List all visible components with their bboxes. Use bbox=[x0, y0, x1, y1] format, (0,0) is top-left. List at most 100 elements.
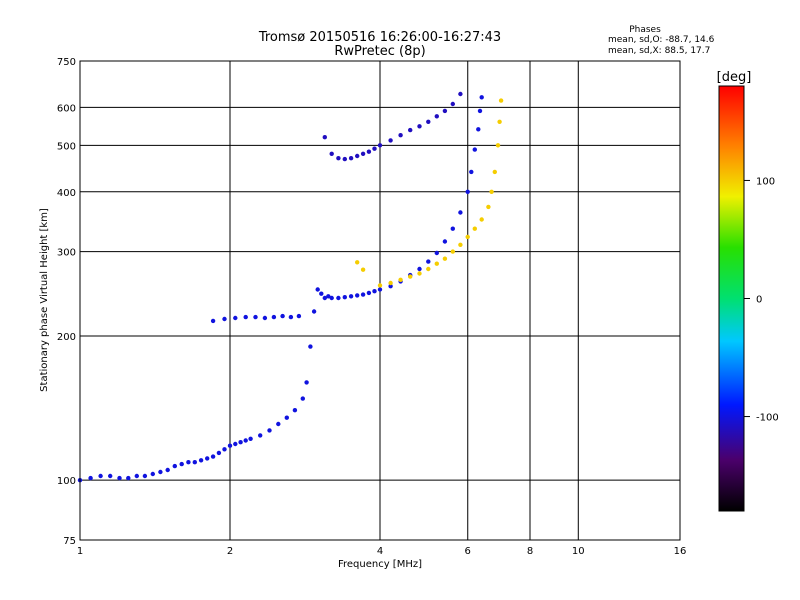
data-point bbox=[477, 108, 483, 114]
data-point bbox=[426, 259, 431, 264]
y-axis-ticks: 75 100 200 300 400 500 600 750 bbox=[57, 57, 76, 547]
phase-info-heading: Phases bbox=[629, 25, 661, 35]
data-point bbox=[311, 309, 317, 314]
data-point bbox=[348, 156, 354, 161]
data-point bbox=[498, 98, 504, 103]
data-point bbox=[434, 261, 439, 266]
data-point bbox=[205, 456, 210, 461]
data-point bbox=[329, 295, 334, 301]
data-point bbox=[284, 415, 289, 420]
data-point bbox=[458, 91, 463, 97]
grid-lines bbox=[80, 61, 680, 540]
data-point bbox=[253, 314, 258, 320]
plot-frame bbox=[79, 60, 681, 541]
data-point bbox=[377, 283, 383, 288]
data-point bbox=[210, 318, 216, 324]
data-point bbox=[479, 217, 484, 222]
data-point bbox=[326, 294, 331, 299]
data-point bbox=[465, 234, 470, 240]
x-axis-label: Frequency [MHz] bbox=[338, 559, 422, 570]
data-point bbox=[342, 295, 347, 300]
data-point bbox=[198, 458, 204, 463]
data-point bbox=[426, 119, 431, 125]
y-tick-label: 200 bbox=[57, 332, 76, 343]
data-point bbox=[243, 438, 248, 443]
data-point bbox=[450, 226, 455, 231]
data-point bbox=[216, 450, 222, 456]
data-point bbox=[192, 460, 197, 465]
data-point bbox=[308, 344, 313, 349]
data-point bbox=[377, 287, 383, 292]
data-point bbox=[315, 287, 320, 292]
data-point bbox=[472, 226, 477, 231]
data-point bbox=[450, 101, 455, 107]
data-point bbox=[267, 428, 272, 433]
data-point bbox=[165, 467, 170, 473]
data-point bbox=[360, 267, 366, 272]
data-points bbox=[77, 91, 504, 483]
data-point bbox=[388, 138, 393, 143]
data-point bbox=[479, 95, 484, 100]
data-point bbox=[271, 314, 277, 320]
data-point bbox=[248, 436, 253, 441]
data-point bbox=[322, 135, 327, 140]
data-point bbox=[486, 204, 491, 210]
data-point bbox=[233, 441, 238, 447]
data-point bbox=[98, 473, 103, 479]
data-point bbox=[458, 242, 463, 247]
data-point bbox=[408, 127, 413, 133]
data-point bbox=[142, 473, 148, 479]
data-point bbox=[150, 471, 155, 477]
data-point bbox=[280, 313, 285, 319]
data-point bbox=[372, 289, 377, 294]
y-tick-label: 300 bbox=[57, 248, 76, 259]
y-tick-label: 600 bbox=[57, 103, 76, 114]
phase-info-o: mean, sd,O: -88.7, 14.6 bbox=[608, 35, 715, 45]
data-point bbox=[348, 294, 354, 299]
data-point bbox=[262, 315, 268, 321]
data-point bbox=[442, 239, 448, 244]
data-point bbox=[366, 149, 372, 154]
x-tick-label: 6 bbox=[465, 546, 471, 557]
data-point bbox=[233, 315, 238, 321]
data-point bbox=[108, 473, 113, 479]
x-tick-label: 16 bbox=[674, 546, 687, 557]
data-point bbox=[417, 266, 422, 272]
colorbar-label: [deg] bbox=[717, 70, 752, 85]
data-point bbox=[227, 443, 233, 448]
data-point bbox=[355, 153, 360, 159]
chart-subtitle: RwPretec (8p) bbox=[334, 44, 425, 59]
data-point bbox=[304, 380, 309, 385]
data-point bbox=[476, 127, 481, 132]
data-point bbox=[243, 314, 248, 320]
data-point bbox=[88, 475, 93, 481]
data-point bbox=[322, 295, 327, 301]
x-tick-label: 8 bbox=[527, 546, 533, 557]
colorbar bbox=[718, 85, 745, 512]
data-point bbox=[126, 475, 131, 481]
data-point bbox=[388, 284, 393, 289]
data-point bbox=[388, 280, 393, 286]
data-point bbox=[222, 316, 227, 322]
y-tick-label: 400 bbox=[57, 188, 76, 199]
data-point bbox=[398, 133, 403, 138]
data-point bbox=[276, 421, 281, 427]
phase-info-x: mean, sd,X: 88.5, 17.7 bbox=[608, 46, 710, 56]
data-point bbox=[342, 156, 347, 162]
y-axis-label: Stationary phase Virtual Height [km] bbox=[39, 208, 50, 392]
y-tick-label: 750 bbox=[57, 57, 76, 68]
data-point bbox=[372, 146, 377, 151]
x-tick-label: 1 bbox=[77, 546, 83, 557]
data-point bbox=[465, 189, 470, 194]
x-tick-label: 2 bbox=[227, 546, 233, 557]
x-tick-label: 10 bbox=[572, 546, 585, 557]
data-point bbox=[329, 151, 334, 156]
data-point bbox=[300, 396, 305, 401]
data-point bbox=[222, 447, 227, 452]
data-point bbox=[360, 151, 366, 156]
colorbar-ticks: 100 0 -100 bbox=[744, 176, 779, 424]
data-point bbox=[296, 313, 302, 319]
data-point bbox=[398, 277, 403, 282]
data-point bbox=[442, 256, 448, 261]
data-point bbox=[319, 291, 324, 296]
